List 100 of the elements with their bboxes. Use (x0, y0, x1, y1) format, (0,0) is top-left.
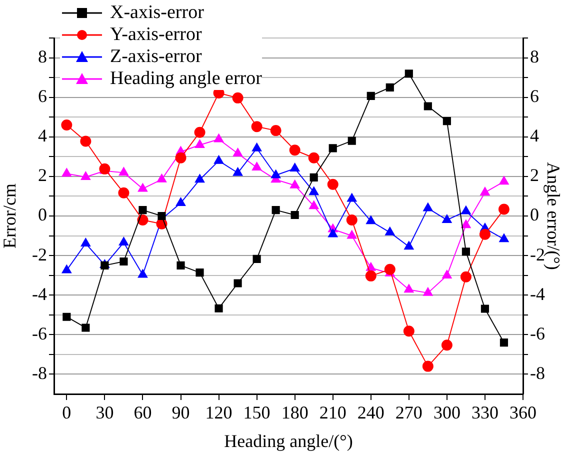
point (80, 172, 91, 180)
point (289, 144, 300, 156)
x-tick-label: 270 (395, 402, 422, 423)
y-tick-label: -2 (32, 244, 47, 264)
point (214, 155, 224, 164)
x-tick-label: 240 (357, 402, 384, 423)
point (385, 226, 395, 236)
point (138, 269, 148, 278)
point (196, 268, 204, 277)
point (404, 70, 413, 78)
point (194, 140, 205, 148)
point (252, 254, 261, 263)
point (365, 270, 376, 282)
point (176, 197, 186, 206)
point (175, 152, 186, 164)
point (232, 92, 244, 104)
legend-label: Heading angle error (110, 68, 262, 90)
point (118, 237, 129, 246)
point (270, 170, 281, 178)
point (347, 193, 357, 202)
point (441, 340, 452, 351)
point (82, 324, 90, 332)
y2-tick-label: 6 (530, 86, 539, 106)
point (386, 83, 394, 92)
y2-tick-label: -8 (530, 362, 545, 383)
point (500, 338, 508, 347)
y-tick-label: 0 (38, 204, 47, 225)
y-tick-label: 6 (38, 86, 47, 106)
point (252, 142, 262, 152)
x-axis-title: Heading angle/(°) (224, 430, 353, 451)
point (423, 287, 433, 296)
point (460, 271, 472, 282)
point (384, 264, 396, 275)
point (62, 312, 71, 321)
point (176, 261, 185, 270)
point (80, 238, 91, 246)
point (290, 163, 300, 172)
point (404, 284, 414, 293)
point (232, 148, 243, 156)
y-axis-title: Error/cm (0, 184, 20, 248)
point (498, 204, 510, 215)
point (480, 304, 490, 313)
point (462, 248, 470, 256)
y-tick-label: 2 (38, 165, 47, 186)
y-tick-label: -6 (32, 323, 47, 344)
point (366, 262, 376, 271)
point (422, 360, 434, 372)
y2-tick-label: -4 (530, 284, 545, 304)
point (480, 186, 490, 196)
point (138, 183, 148, 192)
point (290, 210, 299, 220)
point (309, 200, 319, 210)
point (137, 214, 148, 226)
point (442, 270, 452, 279)
x-tick-label: 0 (62, 402, 72, 423)
point (310, 173, 318, 182)
y2-tick-label: 8 (530, 46, 539, 67)
point (346, 214, 358, 226)
point (214, 134, 224, 142)
point (442, 117, 451, 126)
point (120, 257, 128, 266)
point (234, 279, 242, 288)
point (461, 220, 471, 228)
point (80, 136, 92, 147)
x-tick-label: 300 (433, 402, 460, 423)
point (309, 186, 319, 196)
x-tick-label: 120 (205, 402, 232, 423)
point (423, 202, 433, 212)
point (270, 125, 282, 136)
point (251, 121, 262, 132)
x-tick-label: 330 (471, 402, 498, 423)
legend-label: X-axis-error (110, 2, 204, 24)
x-tick-label: 60 (134, 402, 152, 423)
point (308, 152, 320, 164)
point (62, 264, 72, 274)
point (290, 180, 300, 188)
point (366, 92, 375, 100)
point (62, 168, 72, 177)
point (348, 136, 356, 145)
point (194, 126, 206, 138)
point (232, 167, 243, 176)
point (479, 228, 490, 240)
x-tick-label: 210 (319, 402, 346, 423)
y2-tick-label: -2 (530, 244, 545, 264)
point (61, 120, 72, 131)
point (366, 216, 376, 224)
y2-tick-label: 4 (530, 126, 539, 146)
x-tick-label: 30 (96, 402, 114, 423)
point (214, 304, 223, 312)
legend-label: Z-axis-error (110, 46, 202, 68)
point (442, 214, 452, 223)
x-tick-label: 360 (510, 402, 536, 423)
x-tick-label: 150 (243, 402, 270, 423)
point (118, 187, 130, 198)
y-tick-label: -8 (32, 362, 47, 383)
point (327, 178, 338, 190)
point (272, 206, 280, 214)
y2-tick-label: 0 (530, 204, 539, 225)
point (252, 162, 262, 171)
y2-tick-label: -6 (530, 323, 545, 344)
